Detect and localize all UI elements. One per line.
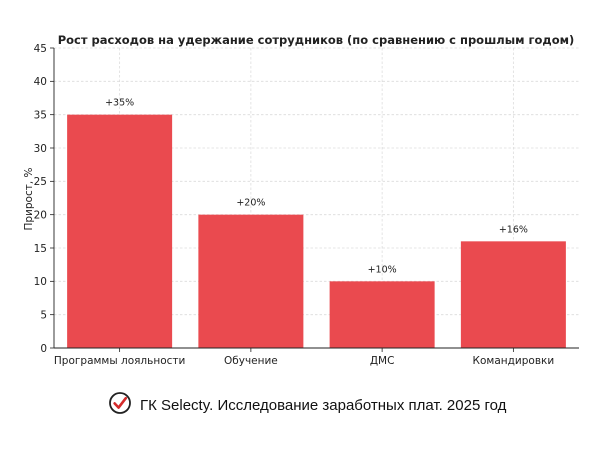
- bars: [67, 114, 566, 349]
- check-circle-icon: [108, 391, 132, 419]
- data-labels: +35% +20% +10% +16%: [105, 98, 528, 276]
- footer-text: ГК Selecty. Исследование заработных плат…: [140, 396, 507, 414]
- data-label: +20%: [236, 198, 265, 209]
- y-tick-label: 35: [34, 109, 47, 121]
- bar: [460, 241, 566, 348]
- y-tick-label: 45: [34, 43, 47, 55]
- chart-title: Рост расходов на удержание сотрудников (…: [58, 33, 575, 47]
- axes: 0 5 10 15 20 25 30 35 40 45 Программы лояльности Об…: [34, 43, 579, 367]
- y-tick-label: 40: [34, 76, 47, 88]
- bar-chart: Рост расходов на удержание сотрудников (…: [23, 33, 579, 367]
- data-label: +16%: [499, 224, 528, 235]
- y-tick-label: 25: [34, 176, 47, 188]
- data-label: +10%: [368, 264, 397, 275]
- y-tick-label: 20: [34, 209, 47, 221]
- y-tick-label: 5: [40, 309, 47, 321]
- y-tick-label: 15: [34, 243, 47, 255]
- x-tick-label: Обучение: [224, 355, 278, 367]
- y-axis-label: Прирост, %: [23, 167, 35, 230]
- y-tick-label: 0: [40, 343, 47, 355]
- y-tick-label: 30: [34, 143, 47, 155]
- bar: [329, 281, 435, 348]
- y-tick-label: 10: [34, 276, 47, 288]
- x-tick-label: Программы лояльности: [54, 355, 185, 367]
- footer: ГК Selecty. Исследование заработных плат…: [108, 391, 507, 419]
- bar: [67, 114, 173, 349]
- x-tick-label: Командировки: [473, 355, 555, 367]
- x-tick-label: ДМС: [370, 355, 395, 367]
- bar: [198, 214, 304, 348]
- data-label: +35%: [105, 98, 134, 109]
